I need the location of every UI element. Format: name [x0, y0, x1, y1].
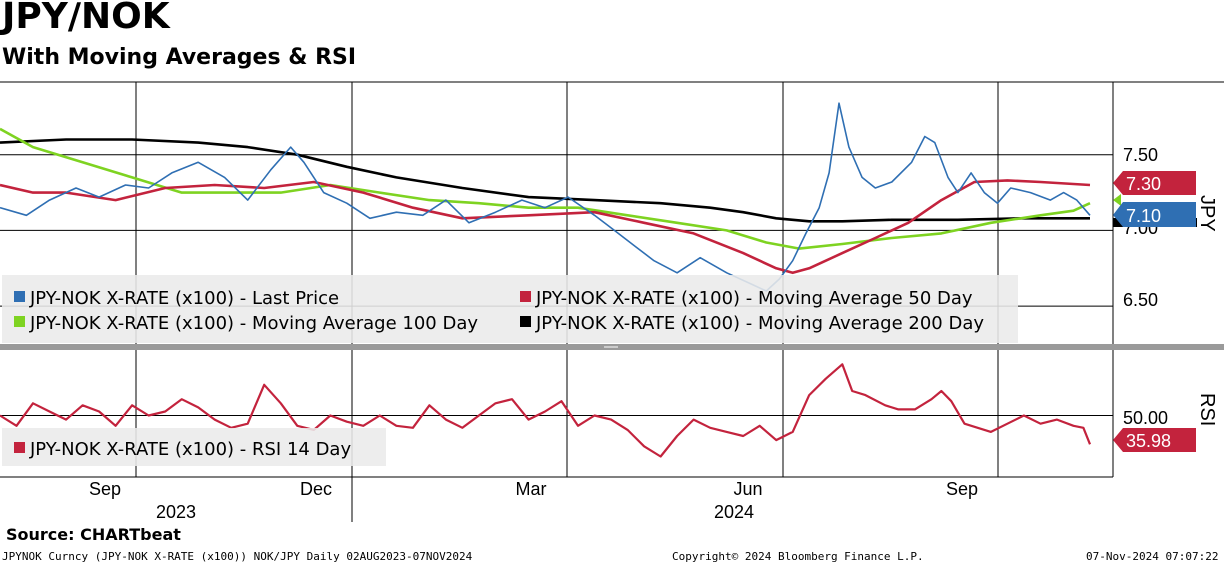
rsi-last-value: 35.98: [1126, 431, 1171, 451]
series-line-last-price: [0, 102, 1091, 292]
source-label: Source: CHARTbeat: [6, 525, 181, 544]
legend-swatch-ma100: [14, 316, 25, 327]
series-line-moving-average-100-day: [0, 127, 1091, 250]
legend-swatch-price: [14, 291, 25, 302]
chart-subtitle: With Moving Averages & RSI: [2, 45, 357, 70]
ma50-last-value-tag: 7.30: [1113, 171, 1196, 195]
price-last-value: 7.10: [1126, 206, 1161, 226]
legend-label-price: JPY-NOK X-RATE (x100) - Last Price: [29, 288, 339, 309]
price-last-value-tag: 7.10: [1113, 202, 1196, 227]
rsi-axis-label: RSI: [1196, 393, 1218, 426]
ma50-last-value: 7.30: [1126, 174, 1161, 194]
series-line-moving-average-50-day: [0, 179, 1091, 275]
price-legend: JPY-NOK X-RATE (x100) - Last Price JPY-N…: [2, 275, 1018, 343]
price-y-tick: 7.50: [1123, 145, 1158, 165]
legend-label-ma100: JPY-NOK X-RATE (x100) - Moving Average 1…: [29, 313, 478, 334]
x-tick-label: Dec: [300, 479, 332, 499]
x-tick-label: Mar: [516, 479, 547, 499]
x-tick-label: Jun: [733, 479, 762, 499]
price-y-tick: 6.50: [1123, 290, 1158, 310]
x-tick-label: Sep: [89, 479, 121, 499]
legend-swatch-ma50: [520, 291, 531, 302]
x-tick-label: Sep: [946, 479, 978, 499]
legend-label-rsi: JPY-NOK X-RATE (x100) - RSI 14 Day: [29, 439, 351, 460]
legend-label-ma200: JPY-NOK X-RATE (x100) - Moving Average 2…: [535, 313, 984, 334]
x-year-label: 2024: [714, 502, 754, 522]
legend-swatch-rsi: [14, 442, 25, 453]
series-line-moving-average-200-day: [0, 138, 1090, 223]
price-series-group: [0, 102, 1091, 292]
rsi-y-tick: 50.00: [1123, 408, 1168, 428]
rsi-series-group: [0, 363, 1092, 458]
rsi-last-value-tag: 35.98: [1113, 428, 1196, 452]
x-year-label: 2023: [156, 502, 196, 522]
ma100-last-marker: [1113, 194, 1121, 206]
chart-title: JPY/NOK: [2, 0, 170, 37]
series-line-rsi-14-day: [0, 363, 1092, 458]
legend-label-ma50: JPY-NOK X-RATE (x100) - Moving Average 5…: [535, 288, 973, 309]
timestamp: 07-Nov-2024 07:07:22: [1086, 550, 1219, 563]
price-axis-label: JPY: [1196, 195, 1218, 232]
rsi-legend: JPY-NOK X-RATE (x100) - RSI 14 Day: [2, 428, 386, 466]
copyright: Copyright© 2024 Bloomberg Finance L.P.: [672, 550, 924, 563]
legend-swatch-ma200: [520, 316, 531, 327]
security-description: JPYNOK Curncy (JPY-NOK X-RATE (x100)) NO…: [2, 550, 473, 563]
